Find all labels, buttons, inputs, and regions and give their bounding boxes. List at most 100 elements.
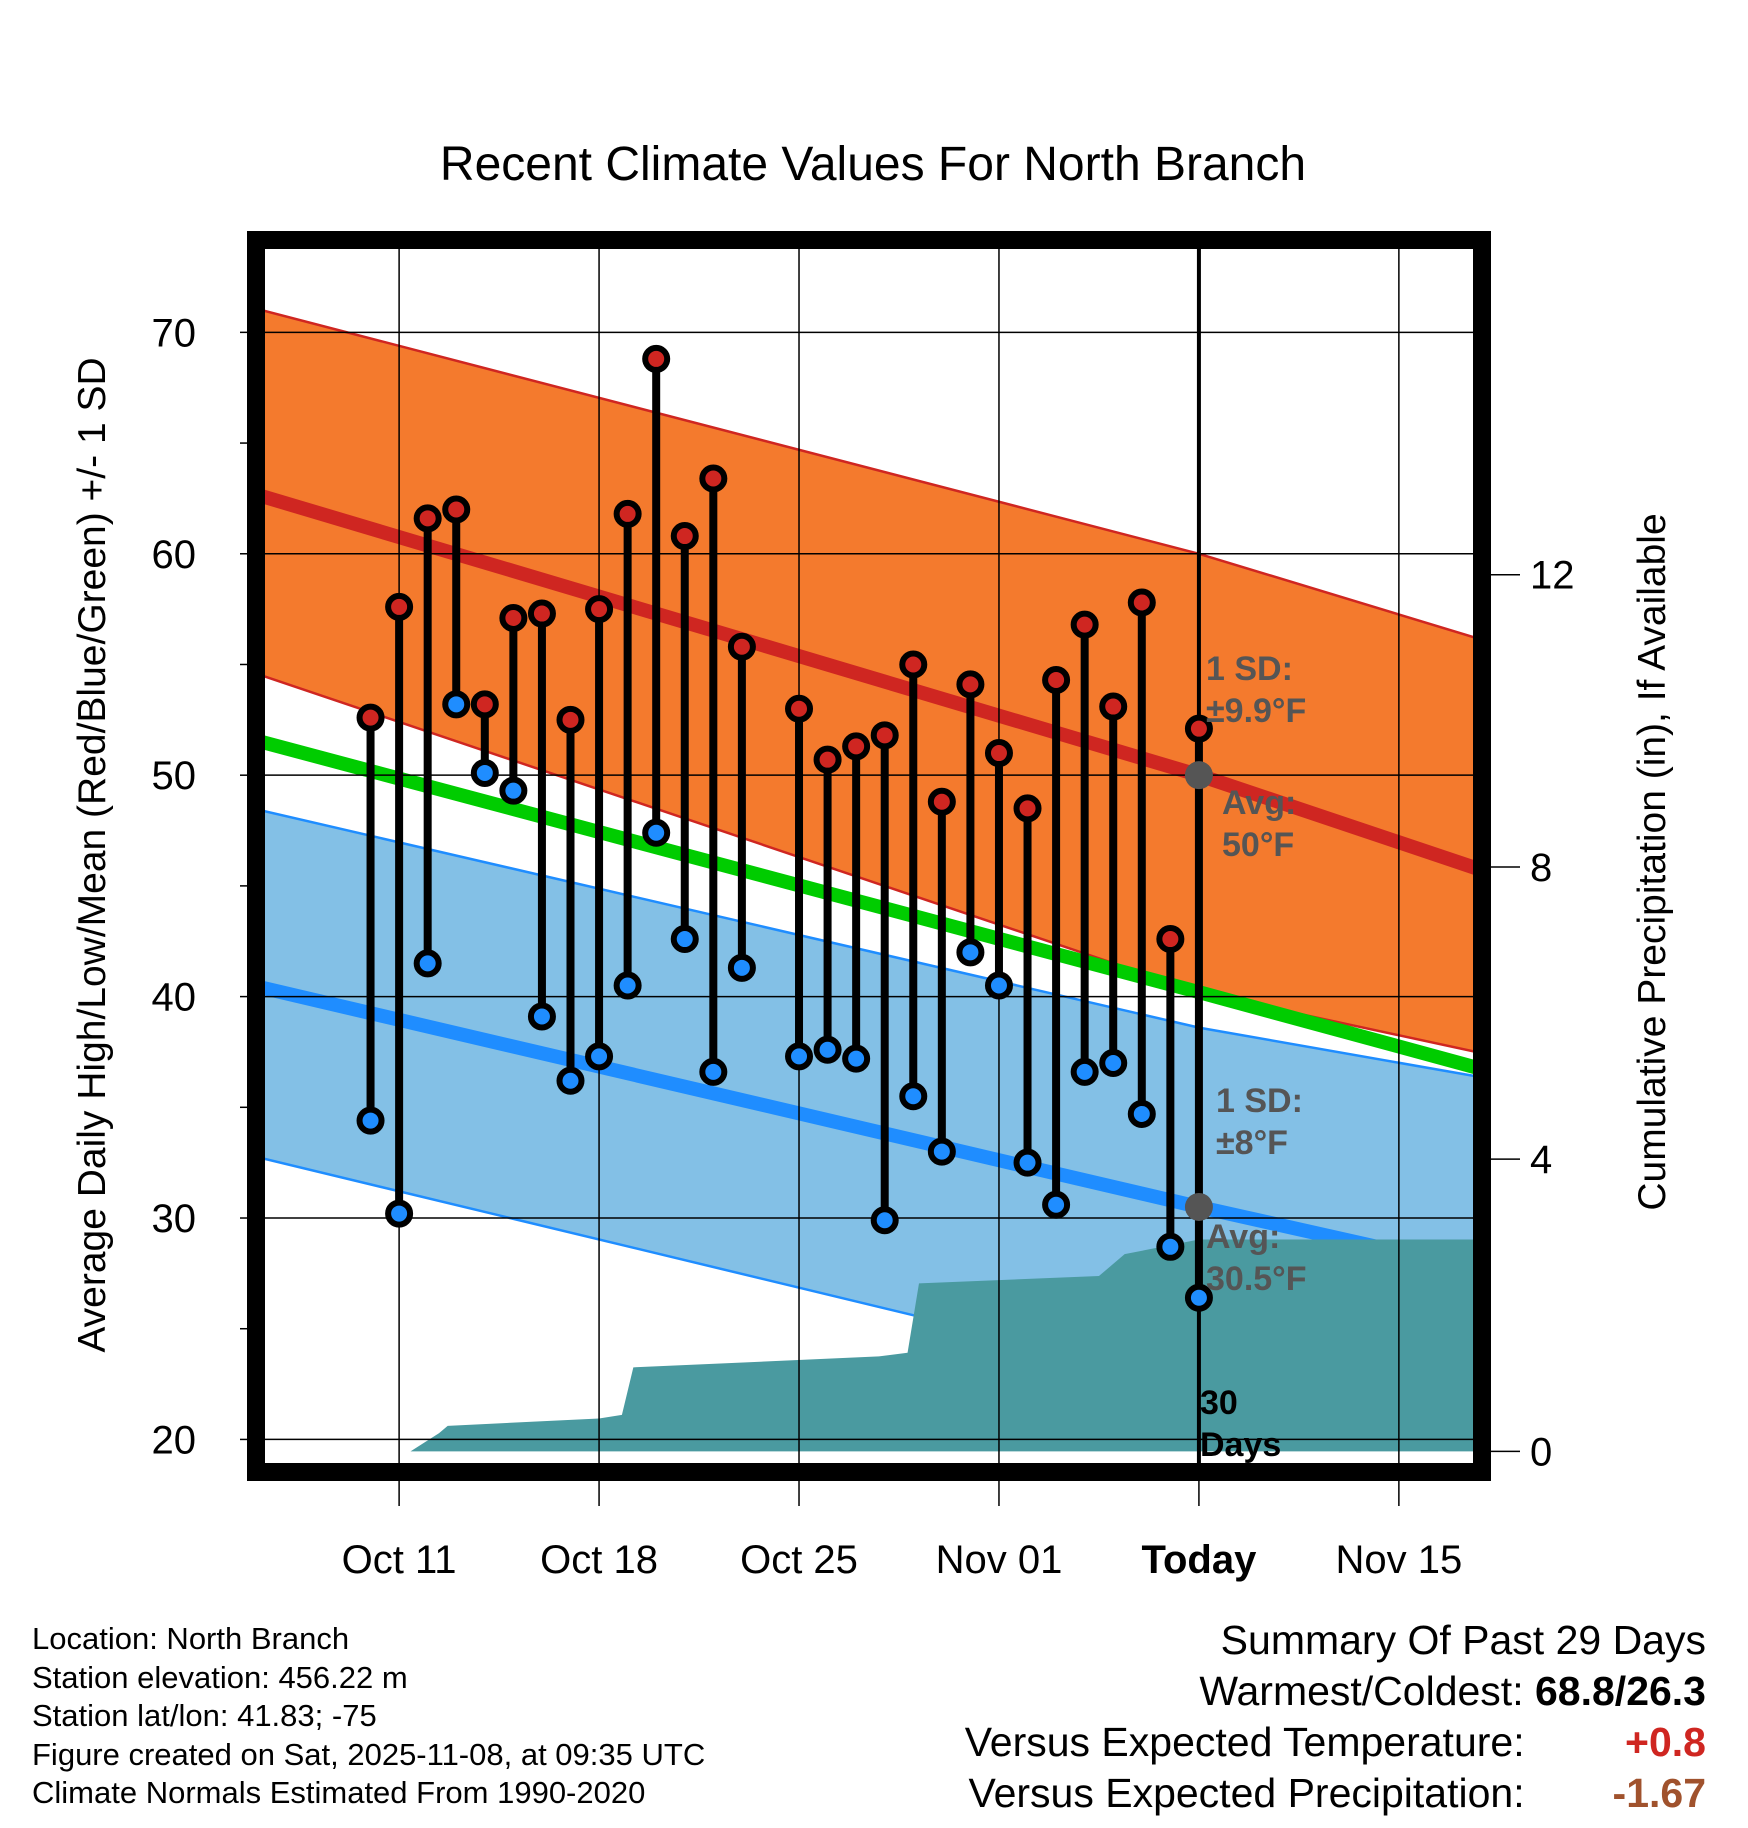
daily-low-point xyxy=(727,953,756,982)
daily-high-point xyxy=(1042,665,1071,694)
high-sd-value: ±9.9°F xyxy=(1206,692,1306,730)
daily-low-point xyxy=(699,1057,728,1086)
daily-high-point xyxy=(613,499,642,528)
station-info: Location: North Branch Station elevation… xyxy=(32,1620,705,1813)
daily-high-point xyxy=(1013,794,1042,823)
high-sd-label: 1 SD: xyxy=(1206,650,1293,688)
x-tick-label: Nov 01 xyxy=(936,1538,1063,1582)
y-tick-label-left: 60 xyxy=(152,533,197,577)
daily-high-point xyxy=(413,504,442,533)
daily-high-point xyxy=(527,599,556,628)
summary-title: Summary Of Past 29 Days xyxy=(1220,1617,1706,1663)
daily-low-point xyxy=(670,925,699,954)
daily-high-point xyxy=(585,595,614,624)
warm-cold-value: 68.8/26.3 xyxy=(1535,1668,1706,1714)
daily-high-point xyxy=(785,694,814,723)
low-avg-label: Avg: xyxy=(1206,1218,1280,1256)
temp-vs-expected-label: Versus Expected Temperature: xyxy=(964,1719,1525,1765)
daily-low-point xyxy=(1013,1148,1042,1177)
low-avg-value: 30.5°F xyxy=(1206,1260,1307,1298)
daily-high-point xyxy=(1184,714,1213,743)
daily-low-point xyxy=(1042,1190,1071,1219)
daily-high-point xyxy=(470,690,499,719)
daily-low-point xyxy=(385,1199,414,1228)
x-tick-label: Oct 25 xyxy=(740,1538,858,1582)
daily-high-point xyxy=(870,721,899,750)
today-high-avg-marker xyxy=(1184,761,1213,790)
location-text: Location: North Branch xyxy=(32,1621,350,1656)
plot-area xyxy=(262,246,1476,1466)
y-axis-title-left: Average Daily High/Low/Mean (Red/Blue/Gr… xyxy=(71,357,114,1352)
daily-high-point xyxy=(1070,610,1099,639)
y-tick-label-right: 4 xyxy=(1530,1138,1552,1182)
created-text: Figure created on Sat, 2025-11-08, at 09… xyxy=(32,1736,706,1772)
daily-high-point xyxy=(556,705,585,734)
daily-low-point xyxy=(1070,1057,1099,1086)
daily-low-point xyxy=(613,971,642,1000)
x-tick-label: Oct 11 xyxy=(342,1538,457,1582)
daily-high-point xyxy=(699,464,728,493)
daily-high-point xyxy=(499,603,528,632)
daily-high-point xyxy=(727,632,756,661)
y-tick-label-left: 70 xyxy=(152,311,197,355)
latlon-text: Station lat/lon: 41.83; -75 xyxy=(32,1698,377,1733)
daily-high-point xyxy=(442,495,471,524)
summary-panel: Summary Of Past 29 Days Warmest/Coldest:… xyxy=(965,1615,1706,1819)
daily-high-point xyxy=(813,745,842,774)
precip-vs-expected-label: Versus Expected Precipitation: xyxy=(968,1770,1525,1816)
daily-high-point xyxy=(984,739,1013,768)
daily-high-point xyxy=(899,650,928,679)
x-tick-label: Today xyxy=(1142,1538,1258,1582)
daily-high-point xyxy=(1156,925,1185,954)
daily-low-point xyxy=(413,949,442,978)
high-avg-value: 50°F xyxy=(1222,826,1294,864)
window-days-label: Days xyxy=(1200,1426,1281,1464)
daily-low-point xyxy=(842,1044,871,1073)
daily-high-point xyxy=(642,344,671,373)
daily-high-point xyxy=(1099,692,1128,721)
high-avg-label: Avg: xyxy=(1222,784,1296,822)
daily-low-point xyxy=(785,1042,814,1071)
daily-high-point xyxy=(956,670,985,699)
window-days-number: 30 xyxy=(1200,1384,1238,1422)
daily-high-point xyxy=(670,522,699,551)
low-sd-value: ±8°F xyxy=(1216,1124,1288,1162)
daily-high-point xyxy=(385,592,414,621)
daily-low-point xyxy=(642,818,671,847)
y-tick-label-left: 30 xyxy=(152,1197,197,1241)
daily-low-point xyxy=(899,1082,928,1111)
daily-low-point xyxy=(1099,1049,1128,1078)
chart-title: Recent Climate Values For North Branch xyxy=(440,138,1306,191)
daily-low-point xyxy=(499,776,528,805)
y-tick-label-right: 0 xyxy=(1530,1430,1552,1474)
daily-low-point xyxy=(927,1137,956,1166)
climate-chart: 1 SD: ±9.9°F Avg: 50°F 1 SD: ±8°F Avg: 30.5°F 30… xyxy=(71,138,1674,1600)
daily-low-point xyxy=(442,690,471,719)
daily-low-point xyxy=(984,971,1013,1000)
daily-low-point xyxy=(356,1106,385,1135)
y-axis-title-right: Cumulative Precipitation (in), If Availa… xyxy=(1631,513,1674,1210)
daily-low-point xyxy=(813,1035,842,1064)
summary-temp-row: Versus Expected Temperature: +0.8 xyxy=(965,1717,1706,1768)
daily-high-point xyxy=(927,787,956,816)
daily-low-point xyxy=(956,938,985,967)
temp-vs-expected-value: +0.8 xyxy=(1625,1719,1706,1765)
summary-warm-cold-row: Warmest/Coldest: 68.8/26.3 xyxy=(965,1666,1706,1717)
x-axis-title: Day xyxy=(837,1593,908,1600)
normals-text: Climate Normals Estimated From 1990-2020 xyxy=(32,1775,646,1810)
plot-frame xyxy=(247,231,1491,1481)
y-tick-label-right: 12 xyxy=(1530,554,1575,598)
daily-high-point xyxy=(1127,588,1156,617)
daily-low-point xyxy=(585,1042,614,1071)
warm-cold-label: Warmest/Coldest: xyxy=(1199,1668,1524,1714)
daily-low-point xyxy=(870,1206,899,1235)
x-tick-label: Oct 18 xyxy=(540,1538,658,1582)
daily-low-point xyxy=(1127,1099,1156,1128)
daily-high-point xyxy=(356,703,385,732)
daily-low-point xyxy=(556,1066,585,1095)
x-tick-label: Nov 15 xyxy=(1336,1538,1463,1582)
low-sd-label: 1 SD: xyxy=(1216,1082,1303,1120)
y-tick-label-right: 8 xyxy=(1530,846,1552,890)
daily-high-point xyxy=(842,732,871,761)
daily-low-point xyxy=(1156,1232,1185,1261)
